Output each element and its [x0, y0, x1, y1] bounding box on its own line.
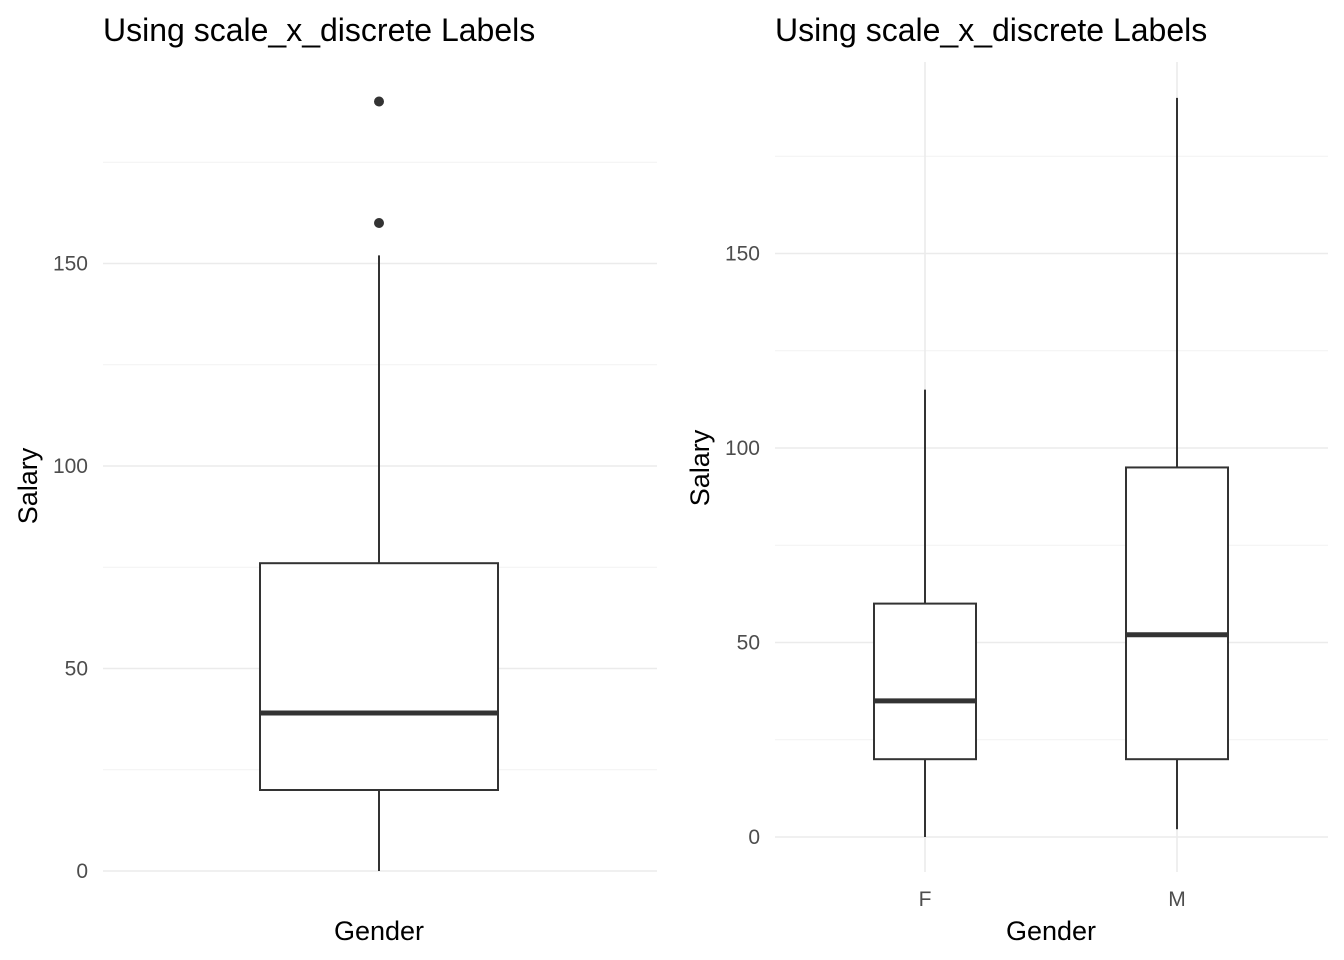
right-gridlines — [775, 62, 1328, 872]
box-M — [1125, 97, 1229, 830]
interquartile-box — [1125, 466, 1229, 761]
x-tick-label: F — [919, 888, 932, 911]
left-boxplot-marks — [259, 96, 499, 871]
left-x-axis-title: Gender — [334, 916, 424, 946]
left-y-tick-labels: 0 50 100 150 — [53, 253, 88, 884]
y-tick-label: 150 — [53, 253, 88, 276]
y-tick-label: 100 — [53, 455, 88, 478]
y-tick-label: 50 — [65, 658, 88, 681]
left-y-axis-title: Salary — [13, 447, 43, 524]
right-x-axis-title: Gender — [1006, 916, 1096, 946]
right-y-tick-labels: 0 50 100 150 — [725, 243, 760, 850]
y-tick-label: 0 — [76, 860, 88, 883]
outlier-point — [374, 96, 384, 107]
x-tick-label: M — [1168, 888, 1186, 911]
right-chart-title: Using scale_x_discrete Labels — [775, 12, 1207, 48]
right-boxplot-marks — [873, 97, 1229, 837]
y-tick-label: 100 — [725, 437, 760, 460]
y-tick-label: 50 — [737, 632, 760, 655]
interquartile-box — [259, 562, 499, 792]
right-y-axis-title: Salary — [685, 429, 715, 506]
y-tick-label: 0 — [748, 826, 760, 849]
box-all — [259, 96, 499, 871]
y-tick-label: 150 — [725, 243, 760, 266]
left-chart-title: Using scale_x_discrete Labels — [103, 12, 535, 48]
outlier-point — [374, 218, 384, 228]
interquartile-box — [873, 602, 977, 761]
box-F — [873, 389, 977, 837]
